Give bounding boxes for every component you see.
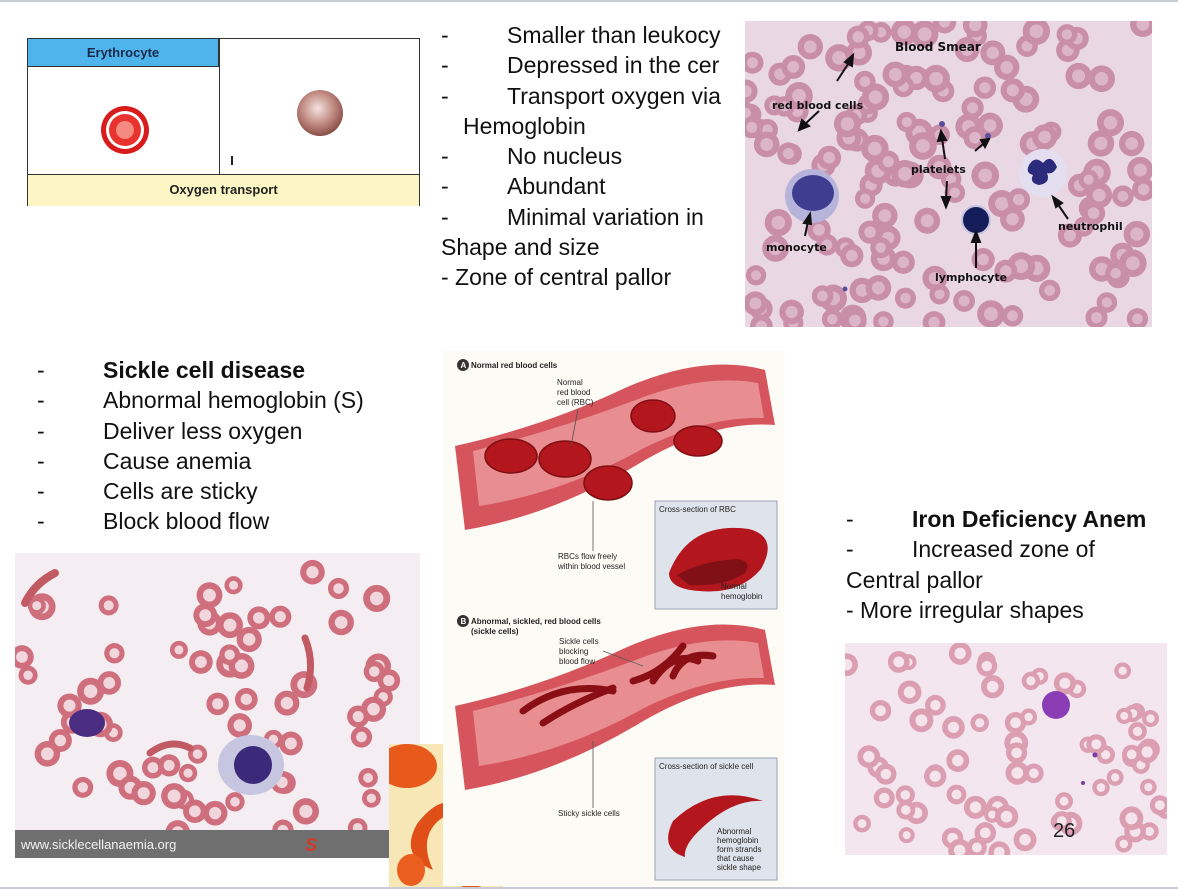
neutrophil-cell [1019,149,1067,197]
panel-b-title-2: (sickle cells) [471,627,519,636]
label-platelets: platelets [911,163,966,176]
smear-title: Blood Smear [895,40,981,54]
lymphocyte-cell [961,205,991,235]
label-monocyte: monocyte [766,241,827,254]
label-cross-section-sickle: Cross-section of sickle cell [659,762,753,771]
label-block-3: blood flow [559,657,595,666]
panel-a-badge: A [461,361,467,370]
sickle-smear-photo: www.sicklecellanaemia.org S [15,553,420,858]
erythrocyte-illustrations [101,90,343,154]
wbc-small [69,709,105,737]
label-abnormal-2: hemoglobin [717,836,758,845]
label-rbc: red blood cells [772,99,864,112]
top-rule [0,0,1178,2]
wbc-large [218,735,284,795]
panel-b-title-1: Abnormal, sickled, red blood cells [471,617,601,626]
erythrocyte-points: - Smaller than leukocy - Depressed in the … [441,22,721,291]
label-neutrophil: neutrophil [1058,220,1123,233]
label-flow-1: RBCs flow freely [558,552,617,561]
label-normal-rbc-2: red blood [557,388,590,397]
scale-tick [231,156,233,165]
label-abnormal-5: sickle shape [717,863,762,872]
sickle-points: - Sickle cell disease - Abnormal hemoglobi… [37,357,364,535]
label-abnormal-3: form strands [717,845,761,854]
panel-a-title: Normal red blood cells [471,361,558,370]
label-abnormal-4: that cause [717,854,754,863]
label-block-1: Sickle cells [559,637,599,646]
iron-points: - Iron Deficiency Anem - Increased zone of… [846,506,1147,623]
label-normal-rbc-3: cell (RBC) [557,398,594,407]
lymphocyte-cell-iron [1042,691,1070,719]
panel-b-badge: B [461,617,467,626]
label-normal-hb-1: Normal [721,582,747,591]
monocyte-cell [785,169,839,223]
sickle-corner-mark: S [305,835,317,855]
label-normal-hb-2: hemoglobin [721,592,762,601]
sickle-cell-diagram: A Normal red blood cells Normal red bloo… [443,351,785,886]
erythrocyte-table: Erythrocyte Oxygen transport [27,38,420,206]
label-lymphocyte: lymphocyte [935,271,1007,284]
rbc-micrograph-icon [297,90,343,136]
label-abnormal-1: Abnormal [717,827,751,836]
bottom-rule [0,887,1178,889]
label-normal-rbc-1: Normal [557,378,583,387]
page-number: 26 [1053,820,1076,842]
erythrocyte-table-header: Erythrocyte [28,39,219,67]
label-block-2: blocking [559,647,588,656]
label-sticky: Sticky sickle cells [558,809,620,818]
label-cross-section-rbc: Cross-section of RBC [659,505,736,514]
iron-deficiency-photo [845,643,1167,855]
erythrocyte-table-footer: Oxygen transport [28,174,419,206]
label-flow-2: within blood vessel [557,562,625,571]
blood-smear-photo: Blood Smear red blood cells platelets ne… [745,21,1152,327]
sickle-watermark: www.sicklecellanaemia.org [20,837,176,852]
rbc-top-view-icon [101,106,149,154]
